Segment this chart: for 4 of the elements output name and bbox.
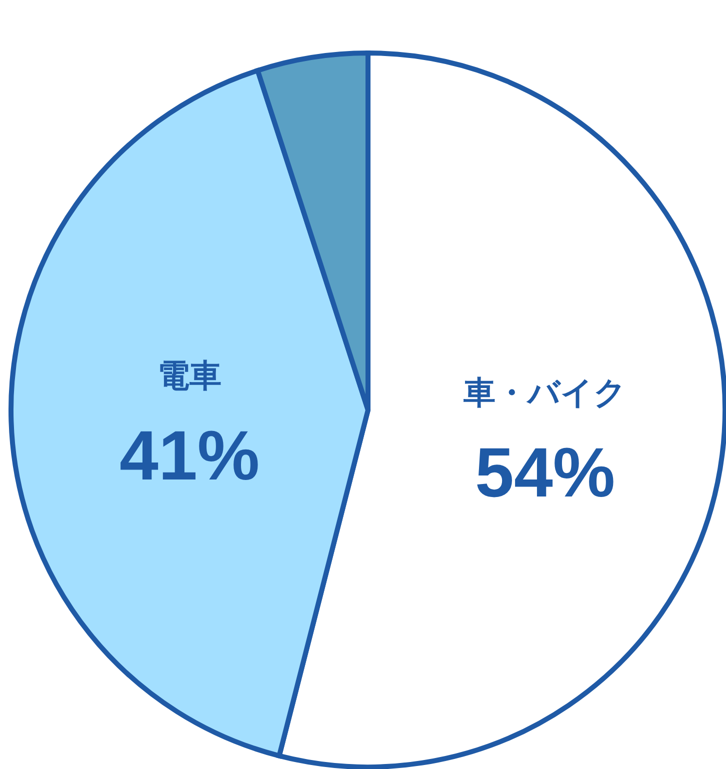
slice-label: 電車: [158, 356, 222, 395]
data-label: 41%: [120, 416, 260, 495]
slice-label: 車・バイク: [462, 373, 627, 412]
data-label: 54%: [475, 433, 616, 512]
